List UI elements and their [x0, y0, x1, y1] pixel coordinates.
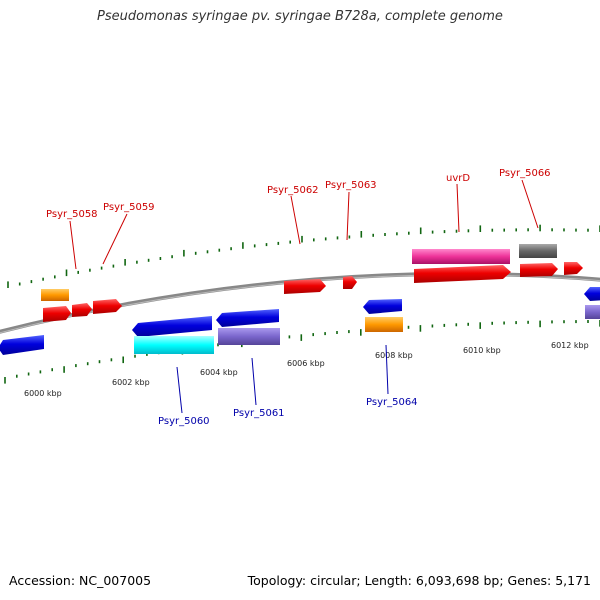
gene-label[interactable]: Psyr_5060: [158, 416, 210, 427]
gene-label[interactable]: Psyr_5066: [499, 168, 551, 179]
kbp-label: 6012 kbp: [551, 341, 589, 350]
gene-label[interactable]: Psyr_5064: [366, 397, 418, 408]
gene-feature[interactable]: [363, 299, 402, 314]
gene-label[interactable]: Psyr_5062: [267, 185, 319, 196]
gene-label[interactable]: Psyr_5061: [233, 408, 285, 419]
topology-label: Topology: circular; Length: 6,093,698 bp…: [247, 573, 591, 588]
gene-feature[interactable]: [216, 309, 279, 327]
gene-feature[interactable]: [132, 316, 212, 337]
gene-feature[interactable]: [365, 317, 403, 332]
gene-feature[interactable]: [0, 335, 44, 355]
gene-feature[interactable]: [414, 265, 511, 283]
accession-label: Accession: NC_007005: [9, 573, 152, 588]
gene-feature[interactable]: [93, 299, 122, 314]
gene-label[interactable]: Psyr_5059: [103, 202, 155, 213]
gene-feature[interactable]: [584, 287, 600, 301]
gene-feature[interactable]: [519, 244, 557, 258]
tick-marks-upper: [7, 224, 600, 288]
kbp-label: 6000 kbp: [24, 389, 62, 398]
gene-feature[interactable]: [520, 263, 558, 277]
gene-feature[interactable]: [585, 305, 600, 319]
gene-feature[interactable]: [218, 328, 280, 345]
gene-feature[interactable]: [72, 303, 92, 317]
kbp-label: 6008 kbp: [375, 351, 413, 360]
gene-label[interactable]: Psyr_5058: [46, 209, 98, 220]
tick-marks-lower: [4, 320, 600, 384]
gene-feature[interactable]: [343, 276, 357, 289]
kbp-label: 6010 kbp: [463, 346, 501, 355]
kbp-label: 6004 kbp: [200, 368, 238, 377]
gene-feature[interactable]: [284, 279, 326, 294]
gene-feature[interactable]: [564, 262, 583, 275]
kbp-label: 6006 kbp: [287, 359, 325, 368]
map-title: Pseudomonas syringae pv. syringae B728a,…: [97, 9, 503, 24]
gene-feature[interactable]: [41, 289, 69, 301]
gene-feature[interactable]: [134, 336, 214, 354]
gene-feature[interactable]: [412, 249, 510, 264]
gene-label[interactable]: Psyr_5063: [325, 180, 377, 191]
gene-feature[interactable]: [43, 306, 71, 322]
kbp-label: 6002 kbp: [112, 378, 150, 387]
gene-label[interactable]: uvrD: [446, 173, 470, 184]
